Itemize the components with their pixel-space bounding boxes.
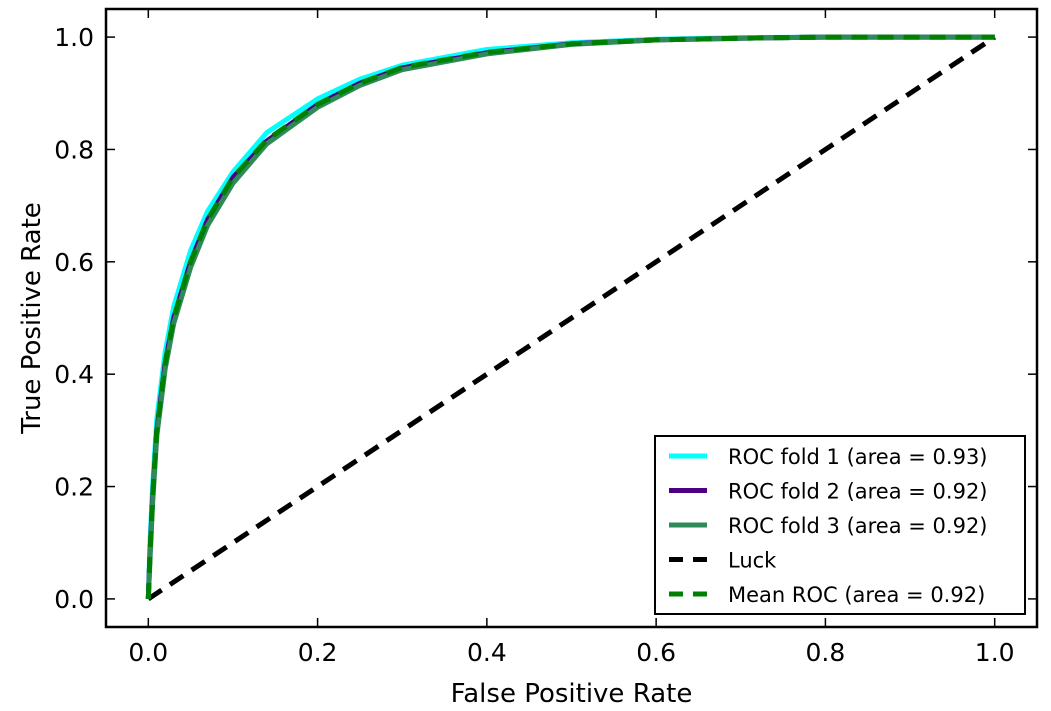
- y-tick-label: 0.8: [54, 135, 94, 164]
- series-line-5: [145, 34, 995, 599]
- x-tick-label: 0.8: [806, 638, 846, 667]
- legend-label: ROC fold 3 (area = 0.92): [728, 514, 988, 538]
- series-line-4: [146, 35, 997, 601]
- legend-box: [654, 435, 1026, 615]
- y-tick-label: 0.2: [54, 473, 94, 502]
- x-tick-label: 0.6: [636, 638, 676, 667]
- x-axis-label: False Positive Rate: [451, 679, 693, 709]
- legend-label: Mean ROC (area = 0.92): [728, 583, 985, 607]
- y-tick-label: 0.4: [54, 360, 94, 389]
- legend-label: ROC fold 2 (area = 0.92): [728, 480, 988, 504]
- x-tick-label: 0.4: [467, 638, 507, 667]
- ticks-layer: 0.0 0.2 0.4 0.6 0.8 1.0 0.0 0.2 0.4 0.6 0.8 1.0: [54, 9, 1037, 667]
- x-tick-label: 0.0: [128, 638, 168, 667]
- x-tick-label: 0.2: [298, 638, 338, 667]
- y-tick-label: 1.0: [54, 23, 94, 52]
- y-axis-label: True Positive Rate: [17, 202, 47, 435]
- plot-frame: [104, 7, 1039, 629]
- legend-label: ROC fold 1 (area = 0.93): [728, 445, 988, 469]
- y-tick-label: 0.0: [54, 585, 94, 614]
- legend: ROC fold 1 (area = 0.93) ROC fold 2 (area…: [654, 435, 1026, 615]
- series-layer: [145, 34, 997, 601]
- y-tick-label: 0.6: [54, 248, 94, 277]
- x-tick-label: 1.0: [975, 638, 1015, 667]
- legend-label: Luck: [728, 549, 777, 573]
